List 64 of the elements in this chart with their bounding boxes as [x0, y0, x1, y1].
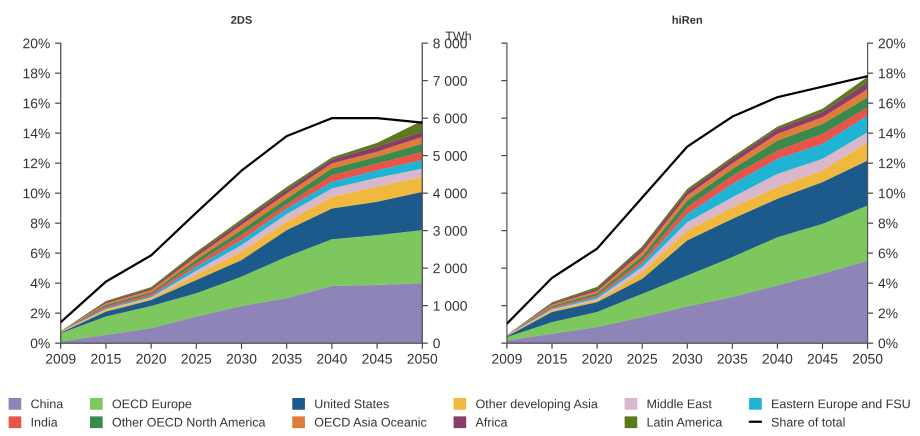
text: 14%: [879, 128, 906, 138]
x-tick-label: 2035: [272, 354, 302, 364]
y2-tick-label: 0: [433, 338, 440, 348]
y-tick-label: 6%: [30, 248, 50, 258]
x-tick-label: 2009: [46, 354, 76, 364]
x-tick-label: 2045: [808, 354, 838, 364]
text: 12%: [879, 158, 906, 168]
y-tick-label: 10%: [24, 188, 50, 198]
x-tick-label: 2015: [537, 354, 567, 364]
x-tick-label: 2025: [627, 354, 658, 364]
text: 18%: [879, 68, 906, 78]
x-tick-label: 2020: [582, 354, 612, 364]
y2-tick-label: 8 000: [433, 38, 467, 48]
x-tick-label: 2040: [317, 354, 347, 364]
x-tick-label: 2015: [91, 354, 121, 364]
chart-title: hiRen: [672, 16, 702, 24]
x-tick-label: 2035: [718, 354, 748, 364]
x-tick-label: 2030: [672, 354, 702, 364]
chart-title: 2DS: [231, 16, 252, 24]
y-tick-label: 0%: [30, 338, 50, 348]
text: 8%: [878, 218, 898, 228]
legend-label: OECD Asia Oceanic: [314, 417, 426, 427]
x-tick-label: 2009: [492, 354, 522, 364]
y-tick-label: 2%: [30, 308, 50, 318]
text: 20%: [878, 38, 906, 48]
legend-label: United States: [315, 399, 389, 408]
y2-tick-label: 3 000: [433, 226, 467, 236]
text: 10%: [879, 188, 906, 198]
y-tick-label: 12%: [24, 158, 50, 168]
text: 2%: [878, 308, 898, 318]
y2-tick-label: 2 000: [433, 263, 467, 274]
legend-label: Eastern Europe and FSU: [772, 399, 910, 411]
text: 4%: [878, 278, 898, 288]
y2-tick-label: 5 000: [433, 150, 467, 161]
x-tick-label: 2040: [762, 354, 792, 364]
y-tick-label: 20%: [23, 38, 50, 48]
legend-label: OECD Europe: [112, 399, 192, 411]
x-tick-label: 2025: [182, 354, 212, 364]
legend-label: Middle East: [648, 399, 712, 408]
y-tick-label: 4%: [30, 278, 50, 288]
legend-label: Africa: [476, 417, 508, 427]
legend-label: Other OECD North America: [112, 417, 266, 427]
x-tick-label: 2045: [362, 354, 392, 364]
legend-label: Other developing Asia: [476, 399, 598, 411]
x-tick-label: 2050: [852, 354, 882, 364]
y2-tick-label: 7 000: [433, 76, 467, 86]
y-tick-label: 18%: [24, 68, 50, 78]
x-tick-label: 2030: [226, 354, 256, 364]
y2-tick-label: 6 000: [433, 113, 467, 124]
legend-label: Latin America: [648, 417, 722, 427]
text: 0%: [878, 338, 898, 348]
y2-axis-title: TWh: [446, 31, 471, 40]
legend-label: Share of total: [772, 417, 845, 427]
y2-tick-label: 1 000: [434, 300, 467, 311]
y2-tick-label: 4 000: [433, 188, 467, 198]
legend-label: China: [31, 399, 64, 408]
legend-label: India: [32, 417, 58, 427]
text: 16%: [879, 98, 906, 108]
y-tick-label: 16%: [24, 98, 50, 108]
x-tick-label: 2050: [408, 354, 438, 364]
text: 6%: [878, 248, 898, 258]
x-tick-label: 2020: [136, 354, 166, 364]
y-tick-label: 14%: [24, 128, 50, 138]
y-tick-label: 8%: [30, 218, 50, 228]
